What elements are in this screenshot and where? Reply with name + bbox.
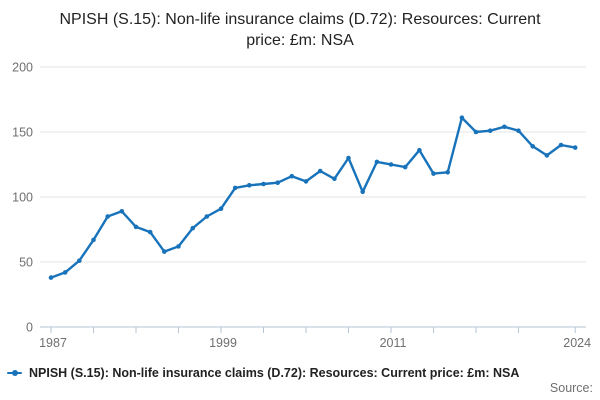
data-point xyxy=(218,206,224,211)
data-point xyxy=(402,164,408,170)
data-point xyxy=(487,128,493,133)
y-axis-label: 150 xyxy=(12,126,33,140)
data-point xyxy=(530,144,535,149)
data-point xyxy=(459,115,465,120)
data-point xyxy=(388,162,394,167)
data-point xyxy=(77,258,82,264)
data-point xyxy=(247,183,252,188)
data-point xyxy=(431,171,436,176)
data-point xyxy=(62,270,68,275)
data-point xyxy=(133,224,139,230)
data-point xyxy=(473,129,479,135)
y-axis-label: 100 xyxy=(12,191,33,205)
data-point xyxy=(91,237,96,243)
legend: NPISH (S.15): Non-life insurance claims … xyxy=(7,366,596,380)
data-point xyxy=(360,189,366,195)
data-point xyxy=(417,147,422,153)
legend-line-marker-icon xyxy=(7,370,22,376)
x-axis-label: 1999 xyxy=(209,336,237,350)
x-axis-label: 2011 xyxy=(380,336,407,350)
data-point xyxy=(516,128,521,133)
data-point xyxy=(303,179,309,184)
data-point xyxy=(105,214,110,219)
data-point xyxy=(374,159,380,165)
data-point xyxy=(48,275,54,280)
data-series-line xyxy=(49,116,577,279)
data-point xyxy=(502,124,507,130)
data-point xyxy=(261,181,266,187)
data-point xyxy=(147,229,153,235)
x-axis-label: 2024 xyxy=(563,336,591,350)
y-axis-label: 50 xyxy=(19,256,33,270)
data-point xyxy=(232,185,238,191)
page-title: NPISH (S.15): Non-life insurance claims … xyxy=(59,11,541,50)
data-point xyxy=(445,170,451,175)
data-point xyxy=(176,244,181,249)
data-point xyxy=(289,173,295,179)
data-point xyxy=(317,168,323,174)
legend-label: NPISH (S.15): Non-life insurance claims … xyxy=(29,366,520,380)
y-axis-label: 0 xyxy=(26,321,33,335)
data-point xyxy=(572,145,578,150)
data-point xyxy=(544,153,550,158)
y-axis-label: 200 xyxy=(12,61,33,75)
data-point xyxy=(275,180,281,185)
source-label: Source: xyxy=(549,381,593,395)
data-point xyxy=(190,225,195,231)
data-point xyxy=(558,142,564,148)
data-point xyxy=(346,155,351,161)
data-point xyxy=(162,249,167,254)
data-point xyxy=(332,176,337,182)
data-point xyxy=(204,214,210,219)
x-axis-label: 1987 xyxy=(39,336,67,350)
data-point xyxy=(119,209,125,214)
